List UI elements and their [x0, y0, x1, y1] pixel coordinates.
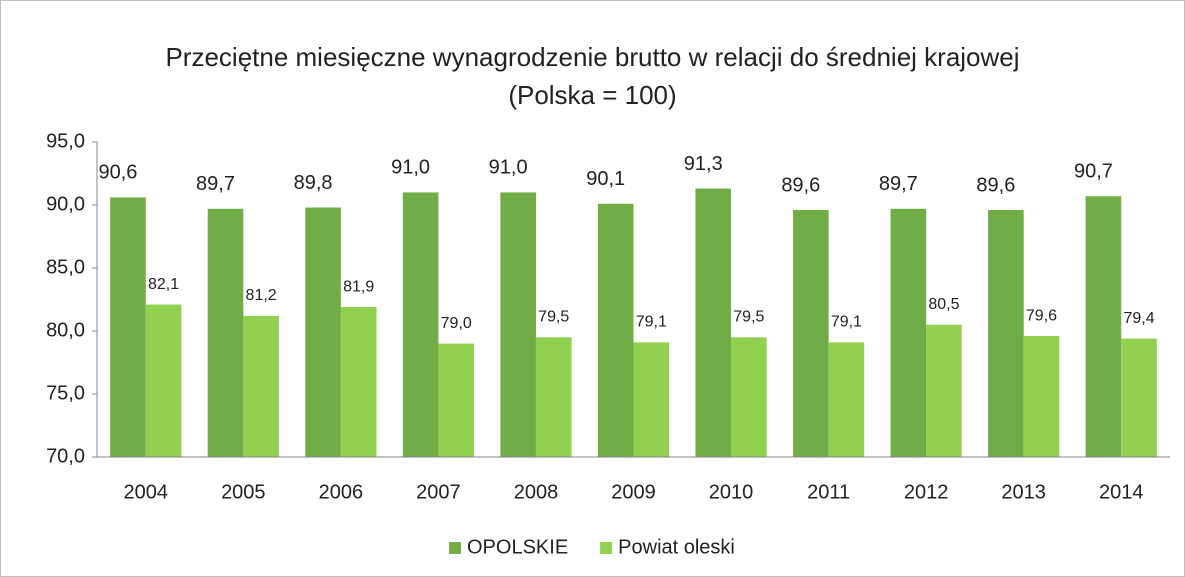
value-label: 79,1 — [831, 314, 862, 331]
x-tick-label: 2014 — [1099, 481, 1144, 503]
bar — [1121, 338, 1157, 457]
legend-label: OPOLSKIE — [467, 536, 568, 558]
y-tick-label: 70,0 — [46, 445, 85, 467]
x-tick-label: 2005 — [221, 481, 266, 503]
bar — [890, 208, 927, 457]
value-label: 79,4 — [1123, 310, 1154, 327]
value-label: 81,2 — [246, 287, 277, 304]
value-label: 89,7 — [879, 173, 918, 195]
value-label: 89,6 — [781, 174, 820, 196]
bar — [792, 210, 829, 457]
bar — [500, 192, 536, 457]
bar — [243, 315, 279, 457]
value-label: 82,1 — [148, 276, 179, 293]
value-label: 79,0 — [441, 315, 472, 332]
x-tick-label: 2004 — [124, 481, 169, 503]
x-tick-label: 2012 — [904, 481, 949, 503]
value-label: 91,0 — [489, 157, 528, 179]
bar — [1023, 336, 1060, 457]
bar — [207, 208, 244, 457]
value-label: 81,9 — [343, 278, 374, 295]
bar — [535, 337, 572, 457]
bar — [438, 343, 475, 457]
bar — [305, 207, 341, 457]
value-label: 90,7 — [1074, 160, 1113, 182]
bar — [1085, 196, 1122, 457]
value-label: 91,3 — [684, 153, 723, 175]
bar — [340, 307, 377, 457]
x-tick-label: 2008 — [514, 481, 559, 503]
bar — [633, 342, 670, 457]
bar — [145, 304, 182, 457]
x-tick-label: 2010 — [709, 481, 754, 503]
x-tick-label: 2011 — [807, 481, 850, 503]
bar — [988, 210, 1024, 457]
bar — [926, 324, 962, 457]
value-label: 79,5 — [733, 309, 764, 326]
chart-title: Przeciętne miesięczne wynagrodzenie brut… — [165, 42, 1020, 110]
x-tick-label: 2007 — [416, 481, 461, 503]
value-label: 79,5 — [538, 309, 569, 326]
bar — [402, 192, 439, 457]
bar — [828, 342, 865, 457]
value-label: 89,8 — [294, 172, 333, 194]
value-label: 79,1 — [636, 314, 667, 331]
bar — [731, 337, 767, 457]
y-tick-label: 95,0 — [46, 130, 85, 152]
value-label: 80,5 — [928, 296, 959, 313]
y-tick-label: 80,0 — [46, 319, 85, 341]
y-tick-label: 85,0 — [46, 256, 85, 278]
value-label: 90,6 — [99, 162, 138, 184]
bar — [695, 188, 732, 457]
bar — [597, 203, 634, 457]
value-label: 89,6 — [976, 174, 1015, 196]
x-tick-label: 2006 — [319, 481, 364, 503]
x-tick-label: 2009 — [611, 481, 656, 503]
legend-swatch — [449, 542, 461, 554]
x-tick-label: 2013 — [1001, 481, 1046, 503]
value-label: 90,1 — [586, 168, 625, 190]
value-label: 91,0 — [391, 157, 430, 179]
legend-label: Powiat oleski — [618, 536, 735, 558]
bar — [110, 197, 146, 457]
value-label: 79,6 — [1026, 307, 1057, 324]
y-tick-label: 90,0 — [46, 193, 85, 215]
y-tick-label: 75,0 — [46, 382, 85, 404]
legend-swatch — [600, 542, 613, 554]
value-label: 89,7 — [196, 173, 235, 195]
